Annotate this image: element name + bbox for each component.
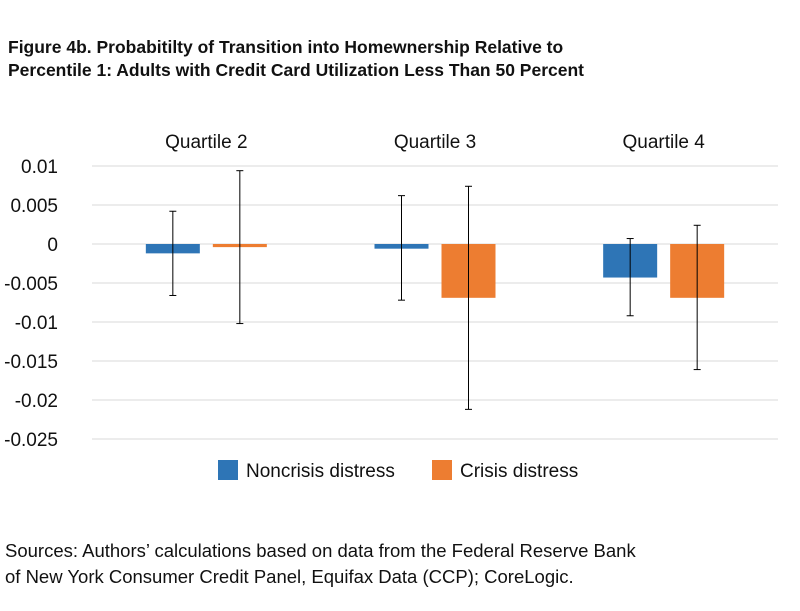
source-line-2: of New York Consumer Credit Panel, Equif… <box>5 566 574 587</box>
source-note: Sources: Authors’ calculations based on … <box>5 538 795 590</box>
bars <box>145 244 725 298</box>
legend-swatch-noncrisis <box>218 460 238 480</box>
y-axis-tick-labels: 0.01 0.005 0 -0.005 -0.01 -0.015 -0.02 -0.025 <box>4 157 58 451</box>
y-tick-label: 0.01 <box>21 157 58 178</box>
source-line-1: Sources: Authors’ calculations based on … <box>5 540 636 561</box>
y-tick-label: -0.015 <box>4 352 58 373</box>
category-label: Quartile 2 <box>165 132 247 153</box>
category-label: Quartile 3 <box>394 132 476 153</box>
legend-swatch-crisis <box>432 460 452 480</box>
legend-label: Crisis distress <box>460 461 578 482</box>
chart-title-line-2: Percentile 1: Adults with Credit Card Ut… <box>8 60 585 80</box>
category-labels: Quartile 2 Quartile 3 Quartile 4 <box>165 132 705 153</box>
gridlines <box>92 165 778 440</box>
category-label: Quartile 4 <box>622 132 705 153</box>
y-tick-label: -0.01 <box>15 313 58 334</box>
y-tick-label: -0.005 <box>4 274 58 295</box>
error-bars <box>169 170 701 410</box>
legend: Noncrisis distress Crisis distress <box>218 460 578 482</box>
y-tick-label: 0.005 <box>10 196 58 217</box>
y-tick-label: -0.025 <box>4 430 58 451</box>
chart-title: Figure 4b. Probabitilty of Transition in… <box>8 36 788 82</box>
chart-title-line-1: Figure 4b. Probabitilty of Transition in… <box>8 37 564 57</box>
y-tick-label: -0.02 <box>15 391 58 412</box>
y-tick-label: 0 <box>47 235 58 256</box>
legend-label: Noncrisis distress <box>246 461 395 482</box>
